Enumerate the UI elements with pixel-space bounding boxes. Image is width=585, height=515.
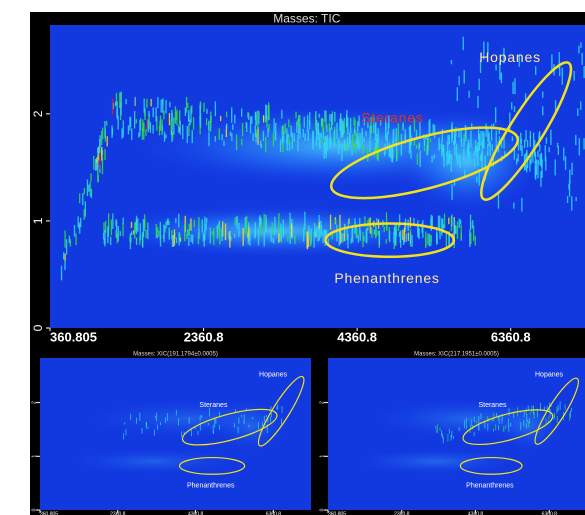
- annotation-ellipse: [324, 222, 456, 259]
- annotation-ellipse: [534, 377, 579, 445]
- y-tick-label: 2: [31, 110, 45, 117]
- panel: Masses: XIC(217.1951±0.0005) Hopanes Stera…: [318, 348, 585, 515]
- y-tick-label: 2: [319, 401, 325, 404]
- panel-title: Masses: TIC: [273, 12, 340, 26]
- x-tick-label: 4360.8: [188, 511, 204, 515]
- panel-title: Masses: XIC(217.1951±0.0005): [414, 352, 499, 358]
- annotation-label: Steranes: [478, 402, 507, 409]
- annotation-label: Phenanthrenes: [466, 483, 514, 490]
- annotation-ellipse: [181, 408, 278, 446]
- y-tick-label: 0: [31, 508, 37, 511]
- annotation-ellipse: [462, 409, 554, 446]
- plot-area: Hopanes Steranes Phenanthrenes: [328, 358, 585, 510]
- x-tick-label: 2360.8: [394, 511, 410, 515]
- x-tick-label: 360.805: [40, 511, 58, 515]
- annotation-ellipse: [329, 126, 520, 200]
- y-tick-label: 1: [31, 455, 37, 458]
- signal-glow: [58, 447, 249, 476]
- x-tick-label: 4360.8: [337, 329, 377, 344]
- x-tick-label: 360.805: [50, 329, 97, 344]
- annotation-label: Steranes: [199, 402, 228, 409]
- plot-area: Hopanes Steranes Phenanthrenes: [50, 25, 585, 328]
- annotation-label: Steranes: [361, 110, 423, 126]
- x-tick-label: 4360.8: [468, 511, 484, 515]
- x-tick-label: 360.805: [328, 511, 346, 515]
- x-tick-label: 2360.8: [110, 511, 126, 515]
- y-tick-label: 2: [31, 401, 37, 404]
- annotation-ellipse: [459, 456, 523, 475]
- y-tick-label: 1: [319, 455, 325, 458]
- x-tick-label: 6360.8: [542, 511, 558, 515]
- panel: Masses: TIC Hopanes Steranes Phenanthrenes 0…: [30, 12, 585, 345]
- annotation-label: Hopanes: [535, 372, 564, 379]
- annotation-label: Hopanes: [479, 49, 541, 65]
- y-tick-label: 0: [319, 508, 325, 511]
- panel: Masses: XIC(191.1794±0.0005) Hopanes Stera…: [30, 348, 313, 515]
- x-tick-label: 6360.8: [491, 329, 531, 344]
- annotation-ellipse: [178, 456, 246, 475]
- y-tick-label: 1: [31, 217, 45, 224]
- annotation-label: Hopanes: [259, 372, 288, 379]
- annotation-ellipse: [480, 61, 573, 201]
- y-tick-label: 0: [31, 324, 45, 331]
- signal-glow: [345, 447, 526, 476]
- panel-title: Masses: XIC(191.1794±0.0005): [133, 352, 218, 358]
- x-tick-label: 6360.8: [266, 511, 282, 515]
- x-tick-label: 2360.8: [184, 329, 224, 344]
- annotation-ellipse: [257, 375, 305, 447]
- annotation-label: Phenanthrenes: [334, 270, 439, 286]
- plot-area: Hopanes Steranes Phenanthrenes: [40, 358, 311, 510]
- annotation-label: Phenanthrenes: [187, 483, 235, 490]
